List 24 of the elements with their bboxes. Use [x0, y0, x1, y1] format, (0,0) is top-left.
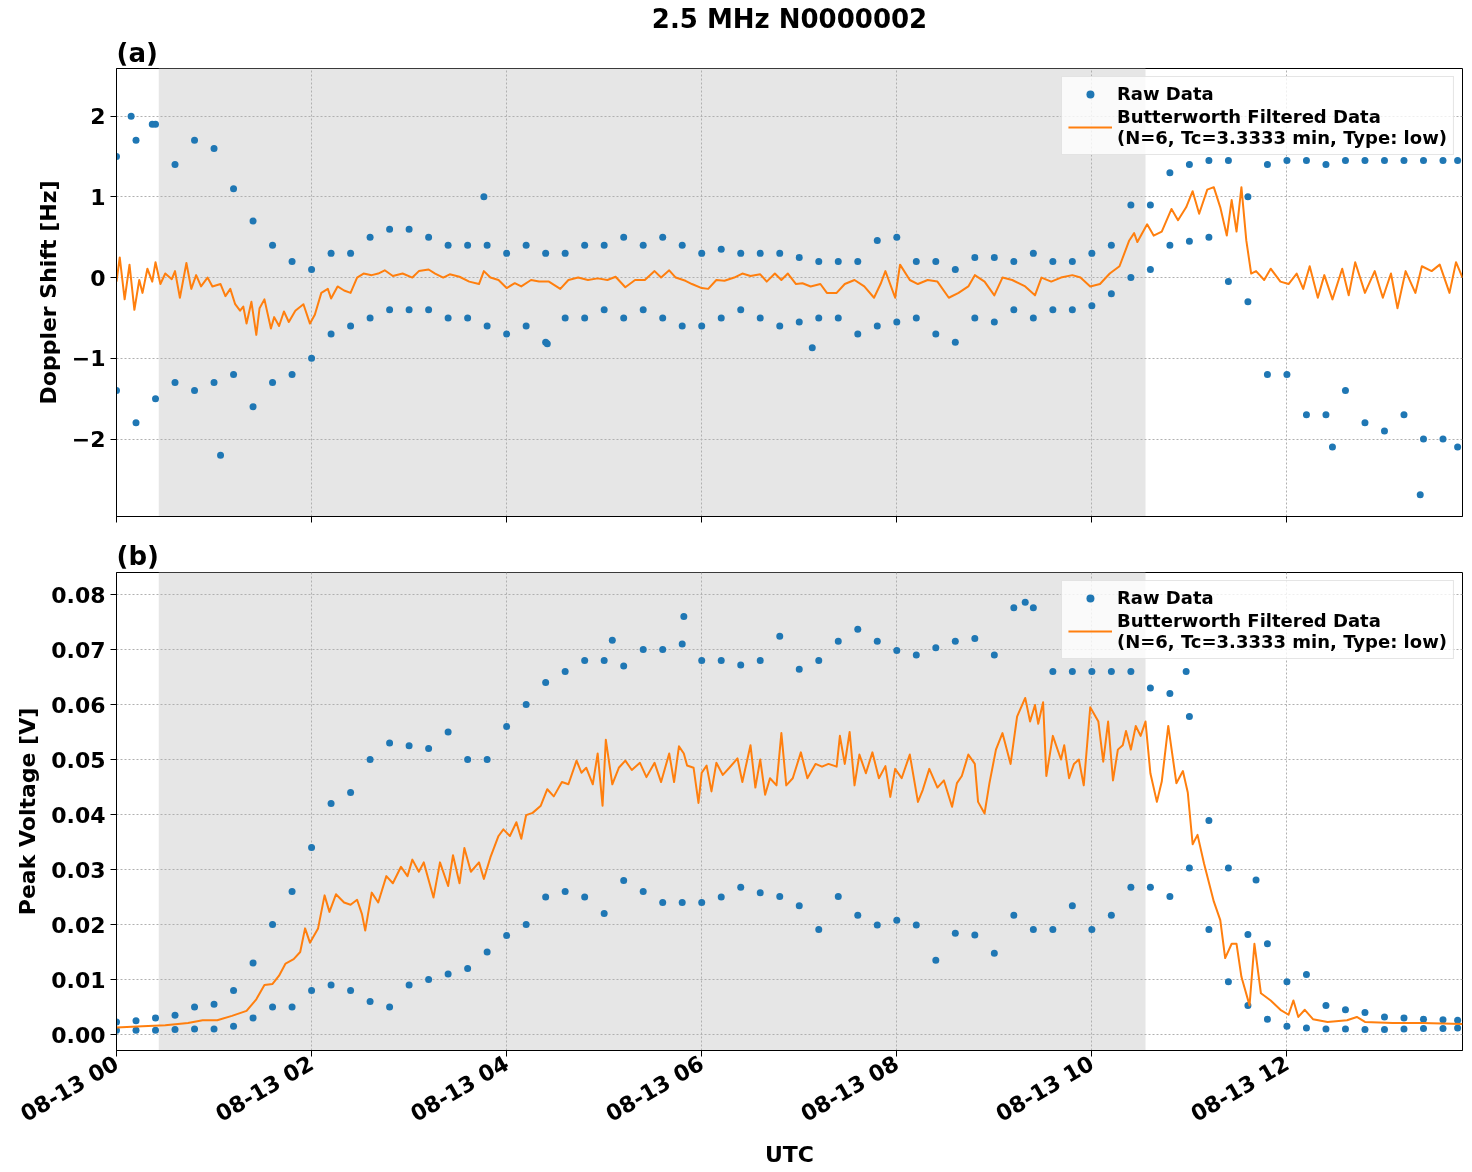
y-axis-title: Doppler Shift [Hz]: [35, 180, 61, 405]
y-tick-label: 0.04: [51, 802, 106, 828]
legend-label: Butterworth Filtered Data (N=6, Tc=3.3333 min, Type: low): [1116, 610, 1447, 652]
y-tick-label: 0.01: [51, 967, 106, 993]
y-tick-label: −1: [71, 346, 106, 372]
y-tick-label: −2: [71, 427, 106, 453]
y-tick-label: 0.05: [51, 747, 106, 773]
y-tick-label: 0.06: [51, 692, 106, 718]
y-tick-label: 0.08: [51, 582, 106, 608]
legend-label: Raw Data: [1116, 587, 1214, 608]
legend-label: Butterworth Filtered Data (N=6, Tc=3.3333 min, Type: low): [1116, 106, 1447, 148]
text: (a): [116, 37, 158, 68]
x-axis-title: UTC: [764, 1142, 815, 1168]
text: (b): [116, 540, 159, 571]
y-axis-title: Peak Voltage [V]: [15, 707, 41, 916]
y-tick-label: 0.07: [51, 637, 106, 663]
y-tick-label: 0.03: [51, 857, 106, 883]
y-tick-label: 0.02: [51, 912, 106, 938]
chart-title: 2.5 MHz N0000002: [651, 3, 928, 34]
y-tick-label: 0.00: [51, 1022, 106, 1048]
y-tick-label: 1: [90, 184, 106, 210]
legend-label: Raw Data: [1116, 83, 1214, 104]
y-tick-label: 2: [90, 104, 106, 130]
y-tick-label: 0: [90, 265, 106, 291]
